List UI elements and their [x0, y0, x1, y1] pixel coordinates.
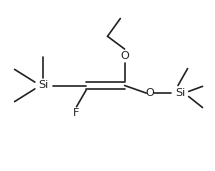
Text: Si: Si: [175, 88, 185, 98]
Text: F: F: [73, 108, 80, 119]
Text: Si: Si: [38, 81, 49, 90]
Text: O: O: [146, 88, 155, 98]
Text: O: O: [120, 51, 129, 61]
